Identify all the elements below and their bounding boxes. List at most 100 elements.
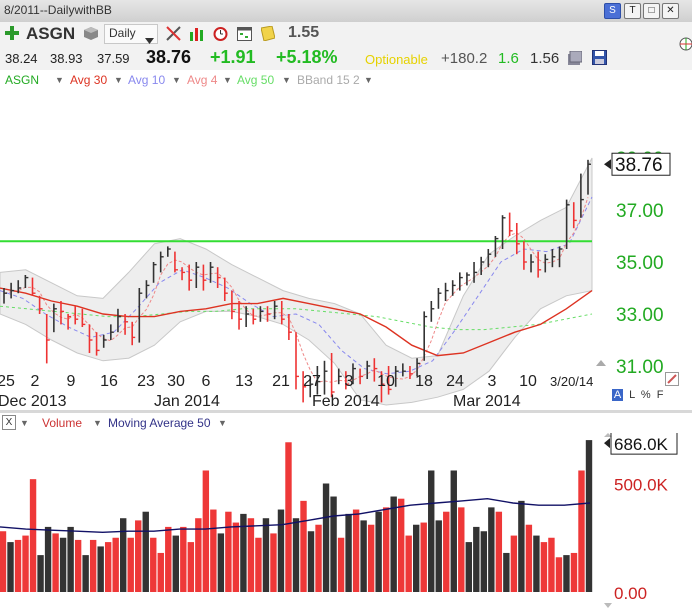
volume-bar bbox=[555, 557, 563, 592]
scale-linear-button[interactable]: A bbox=[612, 389, 623, 401]
volume-bar bbox=[428, 470, 435, 592]
pane-divider[interactable] bbox=[0, 410, 692, 413]
bar-chart-icon[interactable] bbox=[189, 26, 205, 46]
legend-avg30[interactable]: Avg 30 bbox=[70, 73, 108, 87]
legend-volume[interactable]: Volume bbox=[42, 416, 83, 430]
scale-l-button[interactable]: L bbox=[629, 389, 635, 401]
legend-moving-average[interactable]: Moving Average 50 bbox=[108, 416, 211, 430]
chevron-down-icon[interactable]: ▼ bbox=[172, 75, 181, 85]
calendar-icon[interactable] bbox=[237, 26, 252, 46]
price-bar bbox=[387, 366, 392, 395]
add-icon[interactable] bbox=[5, 26, 19, 40]
date-tick-label: 30 bbox=[167, 373, 185, 390]
drawing-tools-icon[interactable] bbox=[678, 36, 692, 61]
volume-bar bbox=[247, 518, 255, 592]
high-price: 38.93 bbox=[50, 51, 83, 66]
note-icon[interactable] bbox=[260, 25, 276, 46]
tools-icon[interactable] bbox=[166, 26, 181, 46]
volume-bar bbox=[127, 537, 134, 592]
period-select[interactable]: Daily bbox=[104, 24, 158, 44]
price-bar bbox=[88, 324, 93, 353]
price-bar bbox=[508, 212, 513, 236]
volume-bar bbox=[390, 496, 397, 592]
price-bar bbox=[530, 254, 535, 273]
chevron-down-icon[interactable]: ▼ bbox=[20, 418, 29, 428]
volume-tick-label: 500.0K bbox=[614, 476, 669, 495]
volume-scroll-down-icon bbox=[604, 603, 612, 608]
volume-bar bbox=[59, 537, 67, 592]
volume-bar bbox=[413, 524, 420, 592]
price-tick-label: 31.00 bbox=[616, 357, 664, 378]
volume-last-box bbox=[610, 433, 678, 455]
avg50-line bbox=[0, 305, 593, 331]
chevron-down-icon[interactable]: ▼ bbox=[114, 75, 123, 85]
chevron-down-icon[interactable]: ▼ bbox=[282, 75, 291, 85]
volume-bar bbox=[104, 542, 112, 592]
last-price: 38.76 bbox=[146, 47, 192, 67]
volume-bar bbox=[180, 526, 187, 592]
price-bar bbox=[117, 308, 121, 333]
scale-f-button[interactable]: F bbox=[656, 389, 664, 401]
price-bars bbox=[3, 159, 591, 403]
price-tick-label: 37.00 bbox=[616, 201, 664, 222]
volume-bar bbox=[157, 552, 164, 592]
volume-bar bbox=[495, 511, 503, 592]
price-change: +1.91 bbox=[210, 47, 256, 67]
volume-bar bbox=[480, 531, 488, 592]
volume-ma-line bbox=[0, 497, 591, 534]
scroll-arrow-icon bbox=[596, 360, 606, 366]
volume-bar bbox=[337, 537, 345, 592]
volume-bar bbox=[74, 539, 82, 592]
legend-avg10[interactable]: Avg 10 bbox=[128, 73, 166, 87]
chevron-down-icon[interactable]: ▼ bbox=[364, 75, 373, 85]
legend-symbol[interactable]: ASGN bbox=[5, 73, 40, 87]
volume-legend: X ▼ Volume ▼ Moving Average 50 ▼ bbox=[0, 413, 692, 433]
scale-percent-button[interactable]: % bbox=[640, 389, 651, 401]
open-price: 38.24 bbox=[5, 51, 38, 66]
legend-bband[interactable]: BBand 15 2 bbox=[297, 73, 360, 87]
price-bar bbox=[544, 254, 549, 273]
volume-bar bbox=[315, 524, 322, 592]
close-pane-button[interactable]: X bbox=[2, 415, 16, 430]
chevron-down-icon[interactable]: ▼ bbox=[218, 418, 227, 428]
cube-icon[interactable] bbox=[84, 27, 98, 40]
clock-icon[interactable] bbox=[213, 26, 228, 46]
volume-bar bbox=[97, 546, 104, 592]
price-bar bbox=[38, 295, 43, 314]
price-bar bbox=[17, 280, 22, 294]
save-icon[interactable] bbox=[592, 50, 607, 70]
chevron-down-icon[interactable]: ▼ bbox=[55, 75, 64, 85]
maximize-button[interactable]: □ bbox=[643, 3, 660, 19]
price-bar bbox=[273, 301, 278, 320]
volume-bar bbox=[563, 555, 570, 592]
volume-bar bbox=[525, 524, 533, 592]
last-price-label: 38.76 bbox=[615, 155, 663, 176]
price-bar bbox=[145, 280, 150, 299]
price-bar bbox=[24, 275, 29, 288]
price-bar bbox=[494, 236, 499, 257]
legend-avg50[interactable]: Avg 50 bbox=[237, 73, 275, 87]
price-bar bbox=[366, 360, 371, 379]
symbol-label[interactable]: ASGN bbox=[26, 24, 76, 43]
volume-bar bbox=[52, 533, 59, 592]
indicator-legend: ASGN ▼ Avg 30 ▼ Avg 10 ▼ Avg 4 ▼ Avg 50 … bbox=[0, 70, 692, 90]
chevron-down-icon[interactable]: ▼ bbox=[223, 75, 232, 85]
legend-avg4[interactable]: Avg 4 bbox=[187, 73, 218, 87]
date-tick-label: 16 bbox=[100, 373, 118, 390]
price-bar bbox=[501, 215, 506, 249]
link-s-button[interactable]: S bbox=[604, 3, 621, 19]
database-icon[interactable] bbox=[568, 50, 583, 70]
price-bar bbox=[409, 366, 413, 379]
window-title-bar: 8/2011--DailywithBB S T □ ✕ bbox=[0, 0, 692, 23]
toolbar-toggle-button[interactable]: T bbox=[624, 3, 641, 19]
price-bar bbox=[288, 314, 292, 340]
date-axis: 25 2 9 16 23 30 6 13 21 27 3 10 18 24 3 10 Dec 2013 Jan 2… bbox=[0, 360, 606, 410]
volume-tick-label: 0.00 bbox=[614, 584, 647, 603]
volume-bar bbox=[473, 526, 480, 592]
volume-bar bbox=[150, 537, 157, 592]
chevron-down-icon[interactable]: ▼ bbox=[93, 418, 102, 428]
close-button[interactable]: ✕ bbox=[662, 3, 679, 19]
pencil-icon[interactable] bbox=[665, 372, 679, 391]
price-bar bbox=[53, 303, 57, 333]
